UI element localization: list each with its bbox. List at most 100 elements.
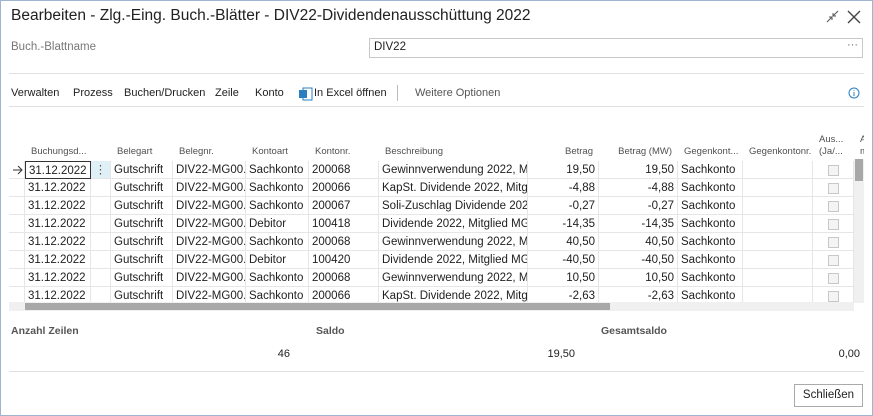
grid-cell[interactable]: Soli-Zuschlag Dividende 2022, ... [379,197,528,215]
grid-cell[interactable] [743,269,813,287]
grid-cell[interactable]: 10,50 [599,269,678,287]
grid-cell[interactable]: DIV22-MG00... [173,161,246,179]
menu-item[interactable]: Verwalten [11,87,60,99]
menu-item[interactable]: Prozess [73,87,113,99]
grid-cell[interactable]: Sachkonto [678,233,743,251]
row-menu-cell[interactable] [91,233,111,251]
grid-cell[interactable]: Gutschrift [111,161,173,179]
checkbox-cell[interactable] [813,233,854,251]
grid-cell[interactable]: KapSt. Dividende 2022, Mitglie... [379,179,528,197]
info-icon[interactable] [848,87,860,99]
grid-cell[interactable]: -0,27 [528,197,599,215]
grid-cell[interactable]: Debitor [246,215,309,233]
checkbox-cell[interactable] [813,197,854,215]
menu-item[interactable]: Buchen/Drucken [124,87,206,99]
grid-cell[interactable] [743,233,813,251]
grid-cell[interactable] [743,215,813,233]
grid-cell[interactable]: Sachkonto [678,251,743,269]
grid-cell[interactable]: 40,50 [528,233,599,251]
grid-cell[interactable]: -4,88 [528,179,599,197]
grid-cell[interactable]: DIV22-MG00... [173,215,246,233]
grid-cell[interactable]: Sachkonto [246,161,309,179]
grid-cell[interactable]: 31.12.2022 [25,233,91,251]
checkbox[interactable] [828,183,839,194]
checkbox-cell[interactable] [813,251,854,269]
row-menu-cell[interactable] [91,179,111,197]
grid-cell[interactable]: Gutschrift [111,251,173,269]
grid-cell[interactable]: 31.12.2022 [25,251,91,269]
grid-cell[interactable]: Gutschrift [111,215,173,233]
grid-cell[interactable]: Gutschrift [111,269,173,287]
checkbox[interactable] [828,165,839,176]
menu-item[interactable]: Zeile [215,87,239,99]
checkbox[interactable] [828,219,839,230]
grid-cell[interactable]: DIV22-MG00... [173,269,246,287]
checkbox[interactable] [828,237,839,248]
grid-cell[interactable]: Gutschrift [111,233,173,251]
grid-cell[interactable]: Dividende 2022, Mitglied MG0... [379,251,528,269]
grid-cell[interactable]: Debitor [246,251,309,269]
grid-cell[interactable]: 31.12.2022 [25,215,91,233]
menu-item[interactable]: Konto [255,87,284,99]
lookup-button[interactable]: ··· [847,39,858,51]
grid-cell[interactable]: -40,50 [599,251,678,269]
grid-cell[interactable]: -14,35 [599,215,678,233]
grid-cell[interactable]: DIV22-MG00... [173,179,246,197]
grid-cell[interactable]: 200068 [309,233,379,251]
horizontal-scrollbar[interactable] [9,302,854,311]
checkbox-cell[interactable] [813,215,854,233]
grid-cell[interactable]: 19,50 [599,161,678,179]
checkbox[interactable] [828,201,839,212]
row-menu-cell[interactable]: ⋮ [91,161,111,179]
grid-cell[interactable]: Sachkonto [246,179,309,197]
grid-cell[interactable]: -40,50 [528,251,599,269]
grid-cell[interactable]: Dividende 2022, Mitglied MG0... [379,215,528,233]
grid-cell[interactable] [743,197,813,215]
grid-cell[interactable]: 10,50 [528,269,599,287]
grid-cell[interactable] [743,251,813,269]
grid-cell[interactable]: 100420 [309,251,379,269]
grid-cell[interactable]: 100418 [309,215,379,233]
grid-cell[interactable]: 200066 [309,179,379,197]
menu-item[interactable]: Weitere Optionen [415,87,501,99]
row-menu-cell[interactable] [91,215,111,233]
row-menu-cell[interactable] [91,269,111,287]
grid-cell[interactable]: Sachkonto [678,179,743,197]
grid-cell[interactable]: Sachkonto [246,269,309,287]
grid-cell[interactable] [743,161,813,179]
grid-cell[interactable]: Sachkonto [678,161,743,179]
grid-cell[interactable]: Gewinnverwendung 2022, Mitg... [379,161,528,179]
close-button[interactable]: Schließen [794,384,863,407]
checkbox-cell[interactable] [813,269,854,287]
grid-cell[interactable]: 31.12.2022 [25,179,91,197]
grid-cell[interactable]: Gewinnverwendung 2022, Mitg... [379,233,528,251]
grid-cell[interactable]: -14,35 [528,215,599,233]
grid-cell[interactable] [743,179,813,197]
grid-cell[interactable]: DIV22-MG00... [173,251,246,269]
grid-cell[interactable]: 19,50 [528,161,599,179]
grid-cell[interactable]: -4,88 [599,179,678,197]
checkbox[interactable] [828,273,839,284]
grid-cell[interactable]: 31.12.2022 [25,197,91,215]
grid-cell[interactable]: Sachkonto [246,233,309,251]
grid-cell[interactable]: 40,50 [599,233,678,251]
grid-cell[interactable]: -0,27 [599,197,678,215]
grid-cell[interactable]: Gutschrift [111,179,173,197]
name-input[interactable]: DIV22 ··· [369,38,863,58]
menu-item[interactable]: In Excel öffnen [314,87,387,99]
vertical-scrollbar[interactable] [854,159,864,303]
grid-cell[interactable]: Sachkonto [678,197,743,215]
checkbox[interactable] [828,291,839,302]
row-menu-cell[interactable] [91,251,111,269]
grid-cell[interactable]: Sachkonto [678,269,743,287]
row-menu-cell[interactable] [91,197,111,215]
window-controls[interactable] [825,10,865,24]
grid-cell[interactable]: 200067 [309,197,379,215]
grid-cell[interactable]: Gutschrift [111,197,173,215]
checkbox-cell[interactable] [813,161,854,179]
grid-cell[interactable]: DIV22-MG00... [173,197,246,215]
grid-cell[interactable]: 200068 [309,161,379,179]
grid-cell[interactable]: 31.12.2022 [25,161,91,179]
checkbox-cell[interactable] [813,179,854,197]
grid-cell[interactable]: Gewinnverwendung 2022, Mitg... [379,269,528,287]
